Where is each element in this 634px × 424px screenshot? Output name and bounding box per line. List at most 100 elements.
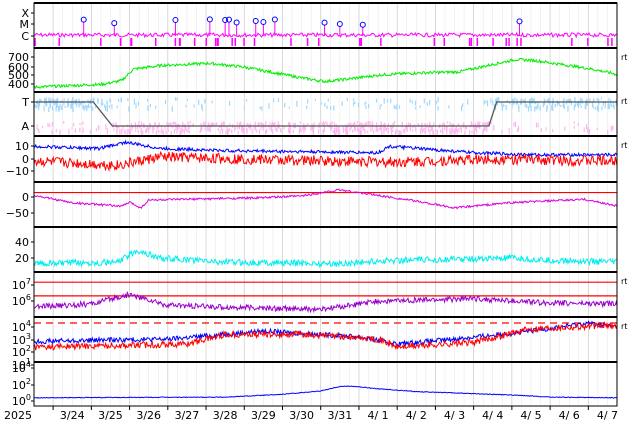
direction-point [446,126,448,132]
direction-point [612,101,614,108]
direction-point [182,129,184,133]
x-tick-label: 4/ 7 [597,409,618,422]
x-tick-label: 3/27 [175,409,200,422]
direction-point [324,121,326,124]
direction-point [91,98,93,105]
direction-point [236,122,239,125]
direction-point [395,105,397,109]
direction-point [231,129,233,132]
direction-point [485,122,487,126]
direction-point [170,122,172,128]
direction-point [58,106,61,111]
direction-point [506,99,508,103]
direction-point [423,98,425,104]
direction-point [545,99,547,103]
direction-point [162,130,164,135]
flare-event-marker [359,21,366,28]
direction-point [545,127,547,131]
direction-point [176,97,178,101]
x-tick-label: 4/ 5 [520,409,541,422]
direction-point [321,122,324,126]
direction-point [497,97,499,101]
direction-point [424,123,426,127]
direction-point [289,129,291,135]
direction-point [369,121,371,126]
direction-point [284,102,286,108]
direction-point [63,121,65,124]
y-tick-label-exponent: 0 [26,393,31,402]
direction-point [40,99,42,103]
direction-point [46,102,48,107]
direction-point [246,127,248,134]
direction-point [322,121,324,126]
direction-point [543,102,546,106]
direction-point [483,100,485,105]
direction-point [179,129,182,136]
direction-point [486,100,489,107]
direction-point [79,127,81,133]
direction-point [563,105,565,109]
y-tick-label-exponent: 4 [26,319,31,328]
direction-point [527,105,530,112]
direction-point [330,125,332,131]
direction-point [610,125,612,132]
direction-point [587,101,589,105]
flare-event-marker [206,16,213,23]
direction-point [106,103,108,107]
direction-point [395,128,397,133]
direction-point [172,121,174,125]
direction-point [390,98,392,104]
direction-point [188,130,191,134]
y-tick-label: −50 [6,207,29,220]
direction-point [327,98,329,102]
direction-point [357,124,360,127]
direction-point [37,128,40,132]
panel-background [34,227,617,272]
direction-point [465,126,468,130]
direction-point [354,126,356,132]
panel-edge-mark: rt [621,277,627,286]
direction-point [486,128,488,133]
direction-point [431,125,434,131]
direction-point [63,98,65,101]
direction-point [266,128,268,134]
direction-point [586,127,589,133]
direction-point [455,126,458,133]
direction-point [490,98,492,104]
direction-point [116,127,118,132]
direction-point [176,130,178,134]
panel-edge-mark: rt [621,322,627,331]
direction-point [86,105,89,108]
direction-point [401,121,403,128]
direction-point [542,102,545,108]
direction-point [368,104,370,109]
direction-point [277,98,280,102]
direction-point [147,126,149,131]
direction-point [229,122,231,126]
direction-point [352,102,355,107]
direction-point [78,98,80,103]
direction-point [596,98,598,101]
direction-point [376,128,379,132]
direction-point [104,105,107,111]
direction-point [108,105,110,108]
direction-point [455,129,458,133]
direction-point [520,100,522,105]
direction-point [48,97,50,104]
direction-point [558,102,560,106]
direction-point [515,102,517,105]
direction-point [570,100,572,106]
direction-point [473,130,476,136]
direction-point [602,100,604,107]
direction-point [255,129,258,133]
x-tick-label: 4/ 4 [482,409,503,422]
direction-point [95,128,97,132]
y-tick-label: 10 [15,140,29,153]
x-tick-label: 3/30 [289,409,314,422]
direction-point [359,130,362,136]
direction-point [51,122,54,127]
direction-point [212,122,214,127]
direction-point [118,125,120,129]
direction-point [177,128,179,131]
direction-point [557,101,560,104]
